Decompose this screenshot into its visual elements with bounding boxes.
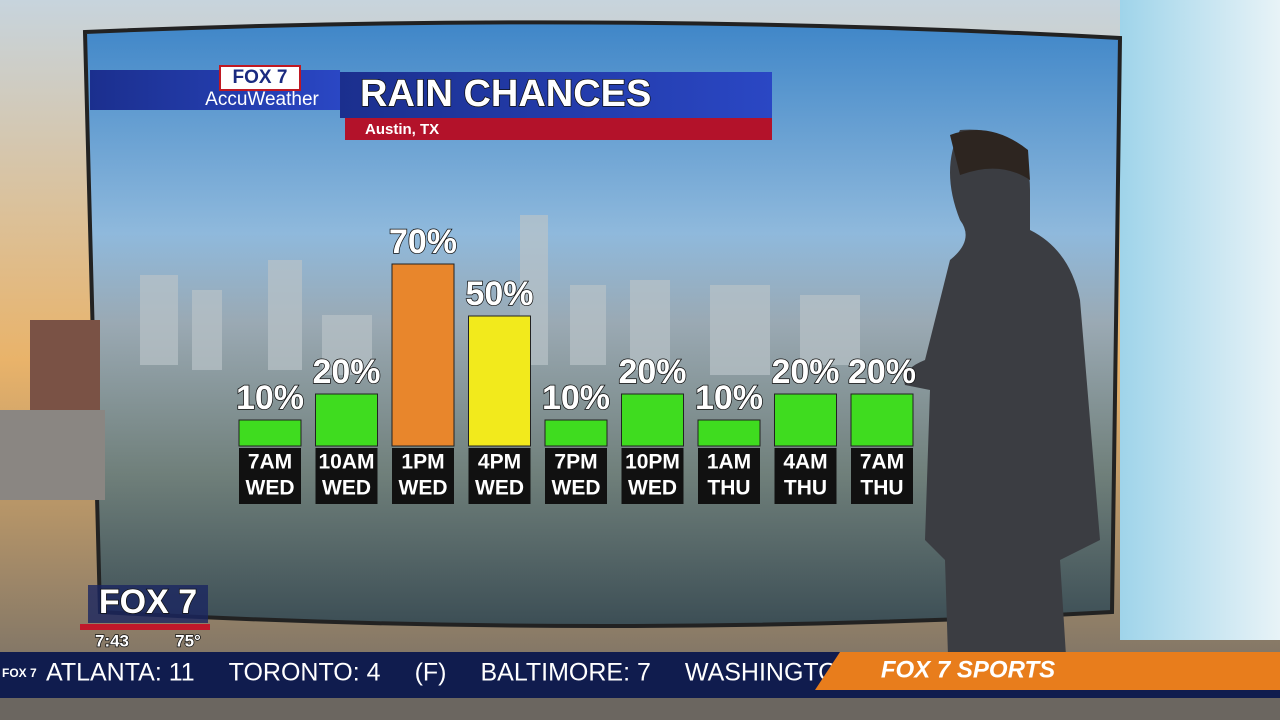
ticker-item: ATLANTA: 11 — [46, 659, 195, 687]
presenter — [904, 129, 1100, 720]
sports-panel — [815, 652, 1280, 690]
bug-temperature: 75° — [175, 631, 201, 650]
category-box — [851, 448, 913, 504]
category-label: WED — [399, 477, 448, 500]
category-label: 4PM — [478, 451, 521, 474]
category-label: 1PM — [401, 451, 444, 474]
studio-wall-right — [1120, 0, 1280, 640]
value-label: 20% — [771, 353, 839, 391]
bar — [315, 393, 378, 447]
building — [0, 410, 105, 500]
sponsor: AccuWeather — [205, 89, 319, 110]
category-box — [392, 448, 454, 504]
ticker: FOX 7 ATLANTA: 11 TORONTO: 4 (F) BALTIMORE: … — [2, 659, 856, 687]
category-box — [545, 448, 607, 504]
value-label: 10% — [695, 379, 763, 417]
building — [30, 320, 100, 420]
category-label: 1AM — [707, 451, 751, 474]
value-label: 70% — [389, 223, 457, 261]
category-label: 7AM — [860, 451, 904, 474]
ticker-item: (F) — [415, 659, 447, 687]
logo: FOX 7 — [233, 67, 288, 88]
value-label: 50% — [465, 275, 533, 313]
floor — [0, 698, 1280, 720]
category-box — [774, 448, 837, 504]
bar — [238, 419, 302, 447]
bug-logo: FOX 7 — [99, 583, 197, 621]
category-box — [315, 448, 378, 504]
ticker-logo: FOX 7 — [2, 666, 37, 680]
ticker-item: BALTIMORE: 7 — [480, 659, 650, 687]
skyline — [140, 215, 860, 375]
presenter-hair — [950, 130, 1030, 180]
value-label: 20% — [848, 353, 916, 391]
bar — [544, 419, 608, 447]
category-box — [468, 448, 531, 504]
value-label: 20% — [312, 353, 380, 391]
title-banner — [340, 72, 772, 118]
bar — [850, 393, 914, 447]
value-label: 20% — [618, 353, 686, 391]
category-label: THU — [707, 477, 750, 500]
sports-label: FOX 7 SPORTS — [881, 656, 1055, 683]
category-label: WED — [552, 477, 601, 500]
category-label: WED — [475, 477, 524, 500]
bar-chart: 10% 7AM WED 20% 10AM WED 70% 1PM WED 50% 4PM WED 10%… — [235, 222, 917, 504]
chart-subtitle: Austin, TX — [365, 121, 439, 138]
category-box — [621, 448, 684, 504]
category-label: 10PM — [625, 451, 680, 474]
category-label: WED — [322, 477, 371, 500]
logo-box — [219, 65, 301, 91]
chart-title: RAIN CHANCES — [360, 73, 651, 115]
bug-logo-box — [88, 585, 208, 623]
category-label: THU — [860, 477, 903, 500]
category-label: THU — [784, 477, 827, 500]
category-label: WED — [246, 477, 295, 500]
bug-time: 7:43 — [95, 631, 129, 650]
bar — [621, 393, 684, 447]
bar — [468, 315, 531, 447]
bar — [391, 263, 455, 447]
bar — [774, 393, 837, 447]
value-label: 10% — [542, 379, 610, 417]
bug-stripe — [80, 624, 210, 630]
category-label: 4AM — [783, 451, 827, 474]
bar — [697, 419, 761, 447]
value-label: 10% — [236, 379, 304, 417]
subtitle-banner — [345, 118, 772, 140]
category-label: 7PM — [554, 451, 597, 474]
category-label: 10AM — [318, 451, 374, 474]
category-box — [698, 448, 760, 504]
category-box — [239, 448, 301, 504]
ticker-item: TORONTO: 4 — [229, 659, 381, 687]
category-label: WED — [628, 477, 677, 500]
category-label: 7AM — [248, 451, 292, 474]
